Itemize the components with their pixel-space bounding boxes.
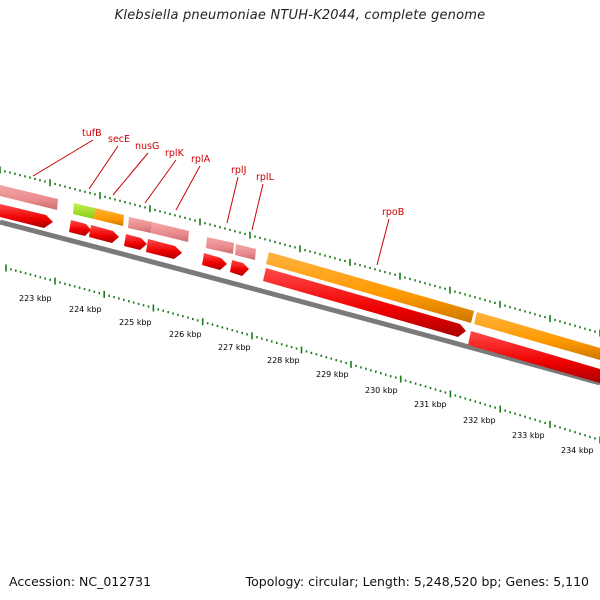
gene-rplK-block — [128, 217, 152, 233]
gene-rpoB-block-2 — [474, 312, 600, 360]
scale-label: 230 kbp — [365, 386, 398, 395]
gene-label-rplJ: rplJ — [231, 165, 246, 176]
leader-line — [144, 159, 177, 204]
accession-text: Accession: NC_012731 — [9, 574, 152, 589]
leader-line — [88, 145, 119, 190]
gene-label-leaders — [32, 139, 390, 266]
gene-label-rpoB: rpoB — [382, 207, 404, 218]
cds-arrow — [468, 331, 600, 383]
scale-label: 224 kbp — [69, 305, 102, 314]
map-title: Klebsiella pneumoniae NTUH-K2044, comple… — [114, 8, 486, 23]
leader-line — [251, 183, 264, 231]
cds-arrow — [0, 204, 53, 228]
cds-arrow — [89, 225, 119, 243]
scale-label: 223 kbp — [19, 294, 52, 303]
cds-arrow — [146, 239, 182, 259]
cds-arrow — [124, 234, 147, 250]
scale-label: 226 kbp — [169, 330, 202, 339]
gene-label-rplL: rplL — [256, 172, 275, 183]
scale-label: 231 kbp — [414, 400, 447, 409]
gene-rplA-block — [151, 222, 189, 242]
gene-track — [0, 185, 600, 360]
upper-tick-row — [0, 166, 600, 337]
cds-arrow — [69, 220, 91, 236]
scale-label: 233 kbp — [512, 431, 545, 440]
gene-label-rplK: rplK — [165, 148, 185, 159]
gene-label-secE: secE — [108, 134, 130, 145]
gene-nusG-block — [94, 208, 124, 226]
leader-line — [112, 152, 149, 196]
gene-label-nusG: nusG — [135, 141, 159, 152]
lower-tick-row — [5, 264, 600, 444]
scale-label: 225 kbp — [119, 318, 152, 327]
gene-tufB-block — [0, 185, 58, 210]
leader-line — [376, 218, 390, 266]
gene-rpoB-block-1 — [266, 252, 474, 323]
leader-line — [175, 165, 201, 211]
scale-label: 228 kbp — [267, 356, 300, 365]
gene-rplJ-block — [206, 237, 234, 254]
gene-rplL-block — [235, 244, 256, 260]
backbone-line — [0, 219, 600, 386]
cds-arrow — [230, 260, 249, 276]
gene-labels: tufB secE nusG rplK rplA rplJ rplL rpoB — [82, 128, 404, 218]
leader-line — [226, 176, 239, 224]
cds-arrow — [202, 253, 227, 270]
cds-track — [0, 204, 600, 383]
scale-label: 227 kbp — [218, 343, 251, 352]
leader-line — [32, 139, 94, 177]
scale-label: 232 kbp — [463, 416, 496, 425]
genome-summary-text: Topology: circular; Length: 5,248,520 bp… — [245, 574, 589, 589]
gene-label-tufB: tufB — [82, 128, 102, 139]
cds-arrow — [263, 268, 466, 337]
gene-secE-block — [73, 203, 95, 219]
gene-label-rplA: rplA — [191, 154, 211, 165]
scale-label: 229 kbp — [316, 370, 349, 379]
scale-label: 234 kbp — [561, 446, 594, 455]
scale-labels: 223 kbp 224 kbp 225 kbp 226 kbp 227 kbp … — [19, 294, 594, 455]
